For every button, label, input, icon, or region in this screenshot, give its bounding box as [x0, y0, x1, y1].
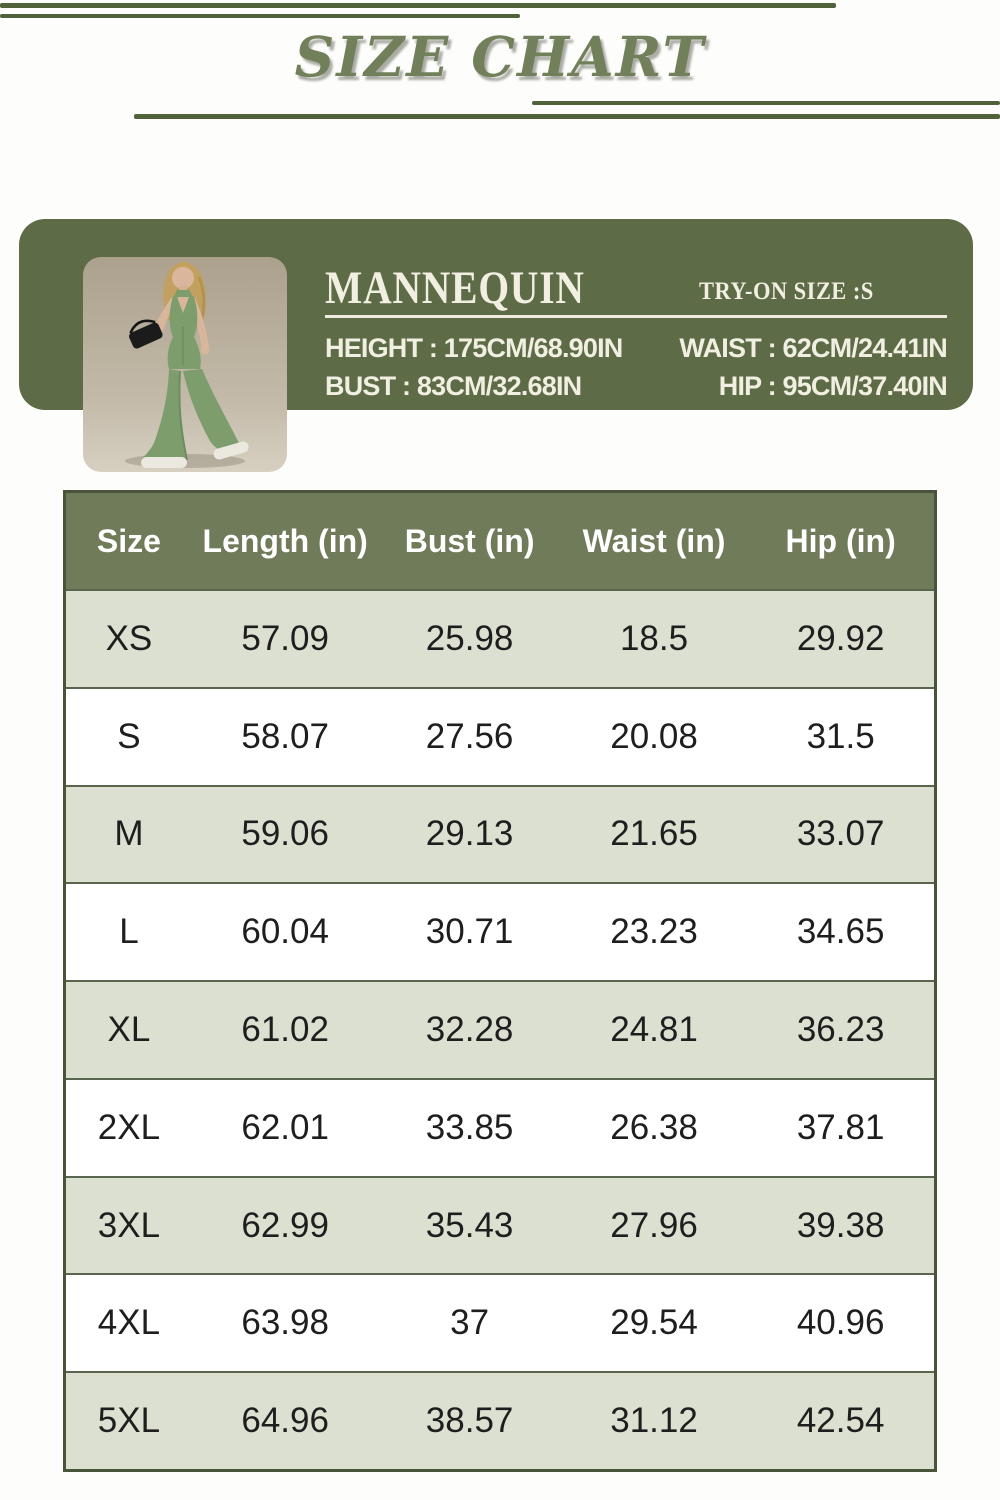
- value-cell: 57.09: [241, 618, 329, 658]
- value-cell: 62.01: [241, 1107, 329, 1147]
- mannequin-photo: [83, 257, 287, 472]
- value-cell: 30.71: [425, 912, 514, 952]
- value-cell: 34.65: [796, 912, 885, 952]
- value-cell: 26.38: [610, 1107, 698, 1147]
- value-cell: 59.06: [241, 814, 329, 854]
- size-cell: M: [114, 814, 144, 854]
- size-table: Size Length (in) Bust (in) Waist (in) Hi…: [63, 490, 937, 1472]
- try-on-size-label: TRY-ON SIZE :S: [699, 278, 874, 305]
- table-row-5xl: 5XL 64.96 38.57 31.12 42.54: [66, 1371, 934, 1470]
- table-row-xl: XL 61.02 32.28 24.81 36.23: [66, 980, 934, 1078]
- value-cell: 27.96: [610, 1205, 698, 1245]
- table-row-m: M 59.06 29.13 21.65 33.07: [66, 784, 934, 883]
- banner-heading: MANNEQUIN: [325, 262, 585, 314]
- size-cell: XL: [107, 1010, 151, 1050]
- header-size: Size: [96, 522, 161, 559]
- decor-line-under-title-long: [134, 114, 1000, 119]
- value-cell: 36.23: [796, 1010, 885, 1050]
- table-row-s: S 58.07 27.56 20.08 31.5: [66, 686, 934, 785]
- value-cell: 25.98: [425, 618, 514, 658]
- table-row-2xl: 2XL 62.01 33.85 26.38 37.81: [66, 1077, 934, 1176]
- value-cell: 64.96: [241, 1401, 329, 1441]
- mannequin-illustration: [83, 257, 287, 472]
- bust-measurement: BUST : 83CM/32.68IN: [325, 371, 582, 401]
- size-cell: 2XL: [97, 1107, 161, 1147]
- table-row-l: L 60.04 30.71 23.23 34.65: [66, 882, 934, 981]
- waist-measurement: WAIST : 62CM/24.41IN: [679, 333, 947, 363]
- size-cell: 3XL: [97, 1205, 161, 1245]
- value-cell: 37: [450, 1303, 490, 1343]
- size-cell: 5XL: [97, 1401, 161, 1441]
- decor-line-under-title-short: [532, 101, 1000, 105]
- table-row-xs: XS 57.09 25.98 18.5 29.92: [66, 589, 934, 687]
- table-row-3xl: 3XL 62.99 35.43 27.96 39.38: [66, 1175, 934, 1274]
- value-cell: 27.56: [425, 716, 514, 756]
- hip-measurement: HIP : 95CM/37.40IN: [718, 371, 948, 401]
- value-cell: 29.13: [425, 814, 514, 854]
- value-cell: 63.98: [241, 1303, 329, 1343]
- size-cell: L: [119, 912, 139, 952]
- value-cell: 29.92: [796, 618, 885, 658]
- value-cell: 35.43: [425, 1205, 514, 1245]
- size-table-body: XS 57.09 25.98 18.5 29.92 S 58.07 27.56 20.08 31.…: [66, 589, 934, 1470]
- header-hip: Hip (in): [785, 522, 896, 559]
- value-cell: 20.08: [610, 716, 698, 756]
- value-cell: 58.07: [241, 716, 329, 756]
- value-cell: 38.57: [425, 1401, 514, 1441]
- value-cell: 29.54: [610, 1303, 698, 1343]
- size-table-header: Size Length (in) Bust (in) Waist (in) Hi…: [66, 493, 934, 589]
- value-cell: 32.28: [425, 1010, 514, 1050]
- banner-measurements: HEIGHT : 175CM/68.90IN WAIST : 62CM/24.4…: [325, 329, 948, 405]
- value-cell: 18.5: [619, 618, 689, 658]
- value-cell: 31.5: [806, 716, 875, 756]
- height-measurement: HEIGHT : 175CM/68.90IN: [325, 333, 623, 363]
- value-cell: 62.99: [241, 1205, 329, 1245]
- value-cell: 39.38: [796, 1205, 885, 1245]
- value-cell: 42.54: [796, 1401, 885, 1441]
- value-cell: 33.07: [796, 814, 885, 854]
- decor-line-top-long: [0, 3, 836, 8]
- size-cell: 4XL: [97, 1303, 161, 1343]
- page-title: SIZE CHART: [294, 24, 706, 89]
- value-cell: 60.04: [241, 912, 329, 952]
- header-length: Length (in): [202, 522, 368, 559]
- value-cell: 33.85: [425, 1107, 514, 1147]
- value-cell: 24.81: [610, 1010, 698, 1050]
- value-cell: 21.65: [610, 814, 698, 854]
- value-cell: 23.23: [610, 912, 698, 952]
- value-cell: 40.96: [796, 1303, 885, 1343]
- header-waist: Waist (in): [582, 522, 726, 559]
- header-bust: Bust (in): [404, 522, 535, 559]
- size-cell: XS: [105, 618, 153, 658]
- decor-line-top-short: [0, 14, 520, 18]
- value-cell: 61.02: [241, 1010, 329, 1050]
- value-cell: 31.12: [610, 1401, 698, 1441]
- size-cell: S: [117, 716, 141, 756]
- value-cell: 37.81: [796, 1107, 885, 1147]
- table-row-4xl: 4XL 63.98 37 29.54 40.96: [66, 1273, 934, 1372]
- banner-divider: [325, 315, 947, 318]
